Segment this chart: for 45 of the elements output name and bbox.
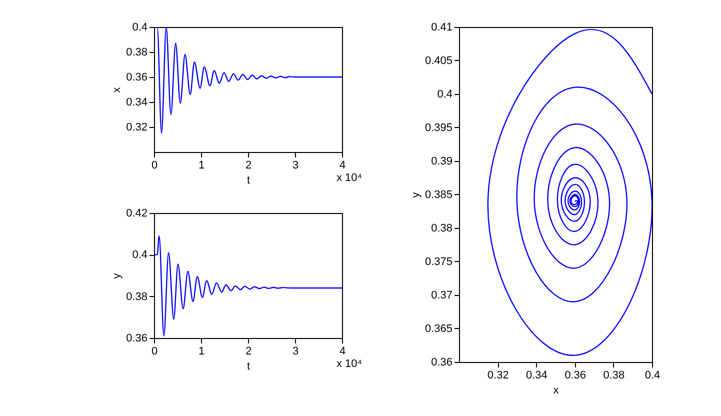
y-tick-label: 0.36 <box>126 72 148 84</box>
x-tick-label: 3 <box>292 160 299 172</box>
y-tick-label: 0.38 <box>126 46 148 58</box>
x-tick-label: 0 <box>151 160 158 172</box>
x-tick-label: 2 <box>245 160 252 172</box>
y-tick-label: 0.36 <box>126 332 148 344</box>
x-axis-title: t <box>246 360 250 372</box>
y-tick-label: 0.375 <box>424 256 452 268</box>
y-tick-label: 0.38 <box>126 290 148 303</box>
x-tick-label: 4 <box>339 160 346 172</box>
x-tick-label: 0.36 <box>564 370 586 382</box>
y-tick-label: 0.39 <box>431 156 452 168</box>
y-tick-label: 0.42 <box>126 208 148 220</box>
x-tick-label: 0 <box>151 346 158 358</box>
x-tick-label: 4 <box>339 346 346 358</box>
x-tick-label: 1 <box>198 160 205 172</box>
x-tick-label: 0.34 <box>526 370 548 382</box>
line-series <box>154 235 342 337</box>
text: x 10⁴ <box>336 172 362 184</box>
y-axis-title: x <box>111 86 124 93</box>
x-tick-label: 0.38 <box>603 370 625 382</box>
y-tick-label: 0.385 <box>424 189 452 201</box>
y-tick-label: 0.4 <box>132 249 148 262</box>
y-axis-title: y <box>410 192 422 198</box>
y-tick-label: 0.36 <box>431 356 452 368</box>
x-tick-label: 2 <box>245 346 252 358</box>
y-tick-label: 0.38 <box>431 222 452 234</box>
x-axis-title: x <box>553 384 560 396</box>
y-tick-label: 0.4 <box>437 88 452 100</box>
y-tick-label: 0.37 <box>431 290 452 302</box>
y-tick-label: 0.41 <box>431 22 452 34</box>
x-tick-label: 0.4 <box>644 370 660 382</box>
x-tick-label: 3 <box>292 346 299 358</box>
x-tick-label: 0.32 <box>487 370 509 382</box>
y-tick-label: 0.365 <box>424 323 452 335</box>
y-tick-label: 0.32 <box>126 122 148 134</box>
x-axis-title: t <box>246 174 250 186</box>
y-tick-label: 0.395 <box>424 122 452 134</box>
x-tick-label: 1 <box>198 346 205 358</box>
y-tick-label: 0.34 <box>126 96 148 108</box>
text: x 10⁴ <box>336 358 362 370</box>
y-axis-title: y <box>111 272 124 279</box>
y-tick-label: 0.4 <box>132 22 148 34</box>
y-tick-label: 0.405 <box>424 55 452 67</box>
line-series <box>154 27 342 134</box>
